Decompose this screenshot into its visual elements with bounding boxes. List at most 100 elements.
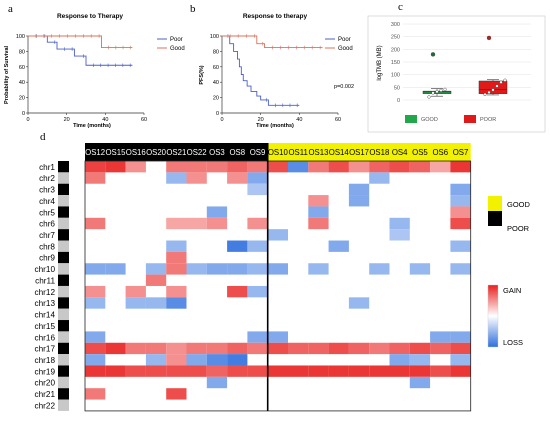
heatmap-column-label: OS14 [329, 148, 350, 157]
chart-c-poor-point [503, 78, 507, 82]
heatmap-cell [288, 161, 309, 173]
heatmap-row-strip [58, 297, 69, 309]
heatmap-cell [206, 376, 228, 389]
heatmap-cell [206, 263, 228, 275]
heatmap-cell [389, 217, 410, 230]
heatmap-cell [166, 297, 187, 309]
chart-c-poor-point [499, 80, 503, 84]
heatmap-cell [450, 195, 471, 207]
chart-a-title: Response to Therapy [57, 13, 123, 20]
heatmap-row-strip [58, 183, 69, 196]
heatmap-row-strip [58, 229, 69, 241]
heatmap-cell [186, 161, 207, 173]
heatmap-cell [267, 263, 288, 275]
heatmap-cell [409, 342, 431, 355]
chart-b-xtick-label: 40 [296, 117, 302, 123]
chart-b-ylabel: PFS(%) [199, 65, 205, 84]
heatmap-cell [450, 331, 471, 343]
panel-label-a: a [8, 3, 13, 15]
chart-b-ytick-label: 60 [213, 65, 219, 71]
chart-a-ylabel: Probability of Survival [4, 45, 10, 104]
heatmap-cell [267, 342, 288, 355]
chart-c-frame [367, 15, 546, 133]
heatmap-row-label: chr8 [39, 242, 55, 251]
chart-a-xtick-label: 40 [102, 117, 108, 123]
heatmap-row-label: chr7 [39, 231, 55, 240]
heatmap-cell [105, 342, 126, 355]
heatmap-column-label: OS16 [126, 148, 146, 157]
heatmap-row-strip [58, 217, 69, 230]
heatmap-cell [389, 365, 410, 377]
heatmap-cell [450, 354, 471, 366]
heatmap-column-label: OS10 [268, 148, 289, 157]
panel-label-b: b [190, 3, 196, 15]
heatmap-cell [348, 183, 370, 196]
heatmap-cell [166, 354, 187, 366]
heatmap-row-strip [58, 320, 69, 332]
chart-c-good-legend-swatch [405, 115, 417, 123]
chart-c-poor-point [495, 84, 499, 88]
heatmap-row-strip [58, 331, 69, 343]
heatmap-row-strip [58, 274, 69, 286]
heatmap-cell [247, 240, 268, 252]
heatmap-cell [166, 217, 187, 230]
chart-a-xtick-label: 60 [141, 117, 147, 123]
heatmap-cell [227, 365, 248, 377]
chart-a-series-good-line [28, 35, 133, 48]
heatmap-cell [348, 195, 370, 207]
heatmap-row-label: chr11 [35, 276, 55, 285]
heatmap-cell [145, 354, 167, 366]
chart-a-legend-label-poor: Poor [170, 37, 183, 43]
heatmap-cell [145, 274, 167, 286]
heatmap-row-label: chr3 [39, 186, 55, 195]
heatmap-cell [227, 285, 248, 298]
chart-c-ytick-label: 200 [391, 47, 400, 53]
heatmap-cell [409, 263, 431, 275]
heatmap-row-strip [58, 206, 69, 218]
heatmap-cell [85, 342, 106, 355]
heatmap-cell [450, 342, 471, 355]
legend-gain-label: GAIN [503, 286, 521, 295]
panel-label-d: d [40, 131, 46, 143]
panel-label-c: c [398, 1, 403, 13]
heatmap-cell [166, 285, 187, 298]
chart-c-good-outlier [430, 52, 436, 57]
chart-c-ylabel: logTMB (MB) [377, 45, 383, 80]
heatmap-cell [186, 172, 207, 184]
heatmap-cell [206, 365, 228, 377]
heatmap-cell [247, 217, 268, 230]
chart-b-xtick-label: 20 [258, 117, 264, 123]
heatmap-cell [267, 229, 288, 241]
chart-a-xlabel: Time (months) [73, 123, 111, 129]
heatmap-cell [247, 342, 268, 355]
heatmap-cell [206, 206, 228, 218]
chart-b-ytick-label: 40 [213, 80, 219, 86]
heatmap-cell [430, 365, 451, 377]
chart-c-poor-box [478, 80, 508, 94]
heatmap-cell [348, 342, 370, 355]
chart-c-ytick-label: 300 [391, 22, 400, 28]
heatmap-cell [247, 183, 268, 196]
heatmap-column-label: OS12 [85, 148, 105, 157]
heatmap-row-strip [58, 240, 69, 252]
heatmap-column-label: OS8 [229, 148, 245, 157]
heatmap-cell [308, 217, 329, 230]
heatmap-cell [166, 172, 187, 184]
heatmap-cell [85, 388, 106, 400]
heatmap-cell [145, 297, 167, 309]
chart-a-ytick-label: 0 [22, 111, 25, 117]
heatmap-column-label: OS7 [453, 148, 469, 157]
heatmap-cell [389, 342, 410, 355]
chart-b-series-good-line [222, 35, 323, 48]
heatmap-cell [247, 263, 268, 275]
heatmap-cell [409, 161, 431, 173]
heatmap-row-label: chr19 [35, 367, 56, 376]
heatmap-cell [166, 365, 187, 377]
heatmap-cell [348, 297, 370, 309]
heatmap-cell [450, 183, 471, 196]
chart-b-ytick-label: 20 [213, 96, 219, 102]
heatmap-row-strip [58, 195, 69, 207]
heatmap-cell [389, 229, 410, 241]
heatmap-cell [308, 365, 329, 377]
